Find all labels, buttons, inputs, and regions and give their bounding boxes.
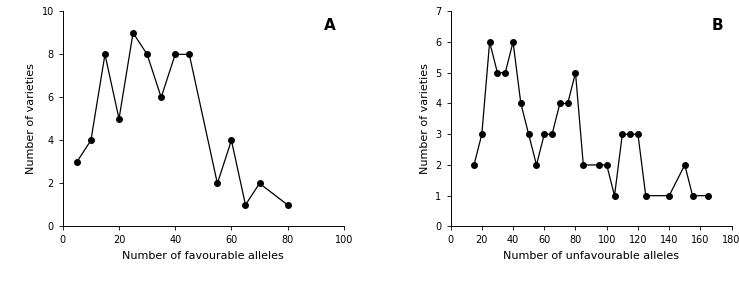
Y-axis label: Number of varieties: Number of varieties [26,63,36,174]
X-axis label: Number of unfavourable alleles: Number of unfavourable alleles [503,251,679,261]
Text: B: B [712,18,723,33]
X-axis label: Number of favourable alleles: Number of favourable alleles [123,251,285,261]
Text: A: A [324,18,336,33]
Y-axis label: Number of varieties: Number of varieties [420,63,430,174]
